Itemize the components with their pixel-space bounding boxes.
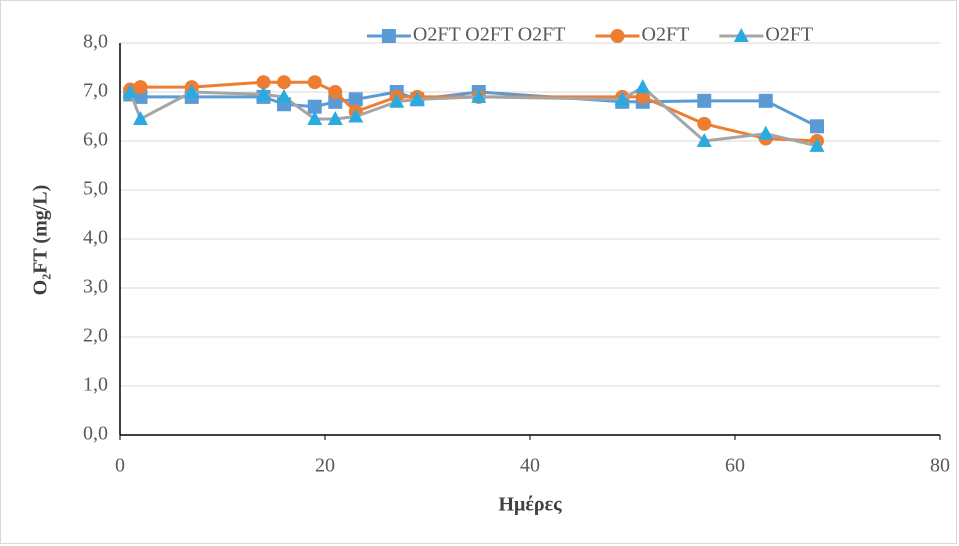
marker — [328, 94, 343, 109]
marker — [133, 80, 148, 95]
marker — [697, 93, 712, 108]
x-tick-label: 60 — [725, 455, 745, 477]
marker — [307, 75, 322, 90]
y-tick-label: 7,0 — [83, 80, 108, 102]
y-tick-label: 5,0 — [83, 178, 108, 200]
marker — [471, 88, 487, 103]
marker — [810, 119, 824, 134]
legend-label: O2FT O2FT O2FT — [413, 24, 566, 46]
marker — [409, 91, 425, 106]
y-tick-label: 1,0 — [83, 374, 108, 396]
y-axis-label: O₂FT (mg/L) — [30, 185, 52, 296]
y-tick-label: 6,0 — [83, 129, 108, 151]
legend-marker — [610, 29, 625, 43]
y-tick-label: 2,0 — [83, 325, 108, 347]
legend-marker — [733, 28, 749, 42]
marker — [277, 75, 291, 90]
marker — [635, 89, 650, 104]
y-tick-label: 8,0 — [83, 31, 108, 53]
x-tick-label: 0 — [115, 455, 125, 477]
marker — [635, 79, 651, 94]
marker — [276, 88, 292, 103]
y-tick-label: 0,0 — [83, 423, 108, 445]
legend-label: O2FT — [642, 24, 690, 46]
series-line — [128, 85, 818, 148]
series-line — [129, 80, 818, 143]
marker — [256, 86, 271, 101]
series-line — [129, 90, 818, 128]
marker — [758, 93, 773, 108]
marker — [327, 110, 343, 125]
marker — [758, 125, 774, 140]
marker — [614, 91, 630, 106]
marker — [122, 84, 138, 98]
marker — [307, 110, 323, 125]
x-axis-label: Ημέρες — [498, 494, 562, 516]
marker — [256, 75, 271, 90]
marker — [184, 84, 200, 98]
legend-label: O2FT — [765, 24, 813, 46]
marker — [348, 92, 363, 107]
x-tick-label: 20 — [315, 455, 335, 477]
marker — [696, 133, 712, 147]
marker — [809, 137, 825, 152]
x-tick-label: 80 — [930, 455, 950, 477]
y-tick-label: 3,0 — [83, 276, 108, 298]
marker — [307, 99, 322, 114]
y-tick-label: 4,0 — [83, 227, 108, 249]
marker — [328, 85, 343, 99]
x-tick-label: 40 — [520, 455, 540, 477]
marker — [697, 116, 712, 131]
marker — [389, 93, 405, 108]
marker — [348, 108, 364, 123]
marker — [133, 89, 148, 104]
marker — [133, 110, 148, 125]
legend-marker — [381, 29, 396, 43]
